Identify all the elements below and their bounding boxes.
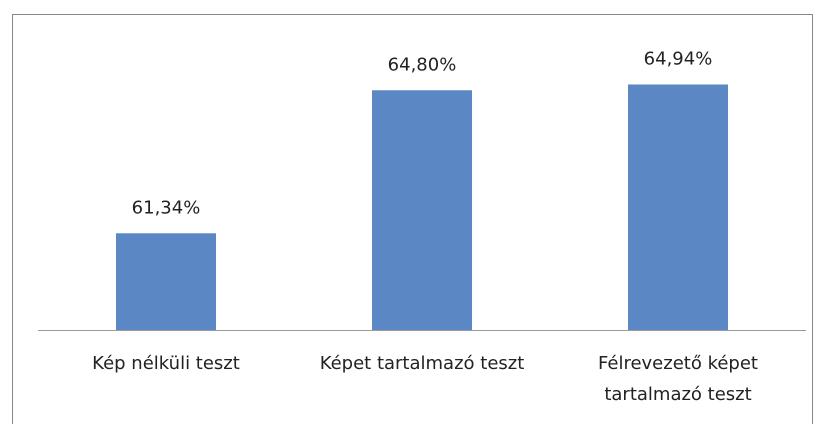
bar [116, 233, 216, 330]
x-tick-label: Kép nélküli teszt [92, 353, 240, 374]
x-tick-label: Képet tartalmazó teszt [319, 353, 525, 374]
data-label: 64,94% [644, 48, 713, 69]
bar [372, 90, 472, 331]
data-label: 64,80% [388, 54, 457, 75]
bar [628, 84, 728, 330]
data-label: 61,34% [132, 197, 201, 218]
x-tick-label: Félrevezető képet tartalmazó teszt [598, 353, 758, 405]
